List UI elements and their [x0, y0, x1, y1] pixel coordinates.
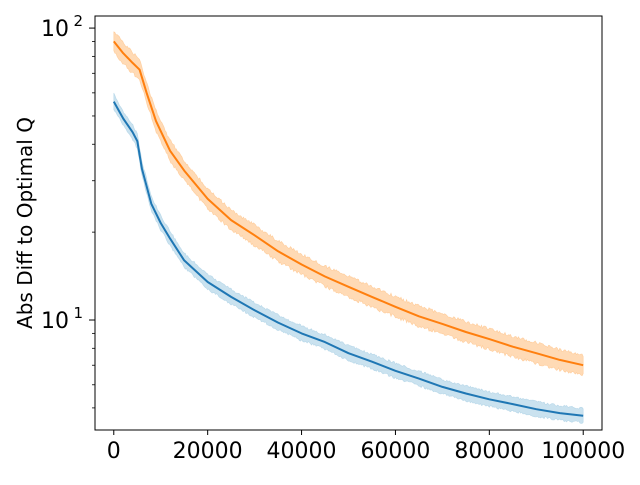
- series-layer: [112, 31, 584, 424]
- series-1-line: [112, 101, 584, 417]
- x-tick-label: 20000: [173, 439, 243, 464]
- plot-frame: [94, 15, 603, 431]
- x-tick-label: 100000: [541, 439, 625, 464]
- y-tick-base: 10: [41, 309, 69, 334]
- x-tick-label: 0: [107, 439, 121, 464]
- series-1-band: [113, 92, 584, 424]
- y-tick-label: 10: [41, 17, 69, 42]
- y-tick-exponent: 1: [73, 304, 83, 322]
- y-axis-label: Abs Diff to Optimal Q: [13, 117, 37, 329]
- y-tick-base: 10: [41, 17, 69, 42]
- y-tick-exponent: 2: [73, 12, 83, 30]
- x-tick-label: 60000: [360, 439, 430, 464]
- series-1: [112, 92, 584, 424]
- series-2-line: [113, 40, 584, 367]
- series-2-band: [113, 31, 584, 377]
- series-2: [113, 31, 584, 377]
- x-tick-label: 80000: [454, 439, 524, 464]
- y-tick-label: 10: [41, 309, 69, 334]
- x-tick-label: 40000: [267, 439, 337, 464]
- plot-background: [95, 16, 602, 430]
